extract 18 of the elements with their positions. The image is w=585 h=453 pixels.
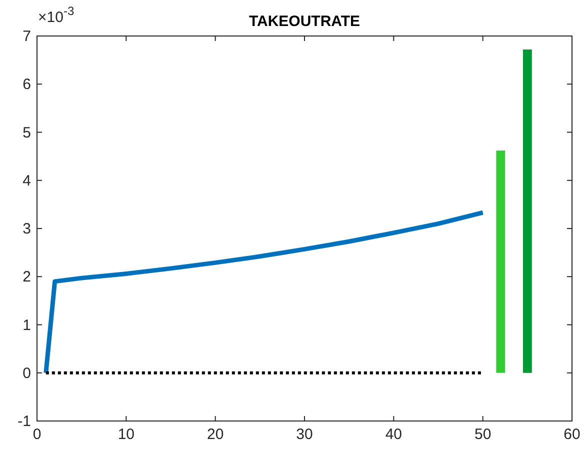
line-series [44,210,486,376]
chart-title: TAKEOUTRATE [248,13,360,30]
text: ×10$^{-3}$ [38,4,74,26]
y-tick-label: 4 [22,172,31,190]
y-tick-label: 1 [22,316,31,334]
x-tick-label: 40 [385,426,402,443]
x-tick-label: 20 [206,426,224,443]
x-tick-label: 10 [118,426,135,443]
y-tick-label: 7 [22,28,31,45]
y-tick-label: 5 [22,124,31,142]
x-tick-label: 50 [474,426,492,443]
y-tick-label: 3 [22,220,31,238]
y-tick-label: 2 [22,268,31,286]
y-tick-label: -1 [18,413,31,430]
y-tick-label: 0 [22,364,31,382]
x-tick-label: 60 [564,426,580,443]
x-tick-label: 30 [296,426,313,443]
y-tick-label: 6 [22,76,31,94]
